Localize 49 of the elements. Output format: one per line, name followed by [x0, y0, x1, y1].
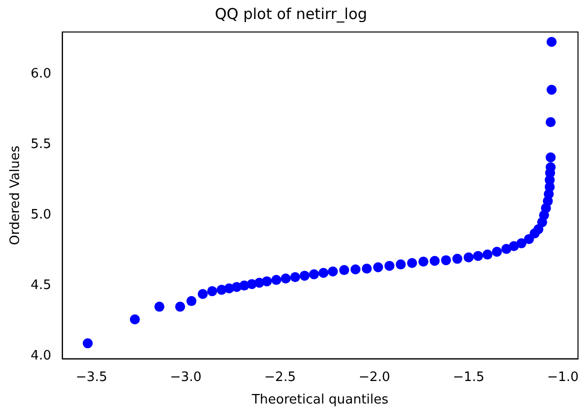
point [207, 286, 218, 296]
point [373, 262, 384, 272]
x-axis-title: Theoretical quantiles [250, 392, 389, 408]
point [473, 250, 484, 261]
point [418, 256, 428, 267]
point [271, 274, 282, 285]
point [175, 302, 186, 312]
x-tick-label: −2.0 [358, 370, 390, 385]
point [362, 264, 372, 274]
y-tick-label: 6.0 [30, 66, 52, 82]
point [154, 302, 164, 312]
y-tick-label: 5.0 [30, 207, 52, 222]
point [482, 250, 492, 260]
point [300, 270, 310, 281]
y-tick-label: 5.5 [30, 137, 52, 152]
point [262, 276, 272, 286]
point [290, 272, 300, 282]
point [384, 260, 394, 271]
y-tick-label: 4.0 [30, 348, 52, 364]
x-tick-label: −2.5 [264, 370, 296, 385]
point [430, 256, 440, 266]
point [492, 246, 502, 257]
x-tick-label: −1.0 [547, 370, 579, 385]
point [280, 274, 291, 284]
point [546, 117, 556, 128]
point [186, 296, 196, 306]
point [328, 266, 338, 276]
point [546, 36, 557, 47]
point [396, 259, 406, 270]
point [546, 84, 557, 95]
point [546, 152, 556, 162]
point [464, 252, 474, 262]
point [350, 264, 360, 274]
x-tick-label: −3.5 [76, 370, 108, 385]
point [452, 254, 462, 264]
point [318, 268, 328, 278]
y-axis-title: Ordered Values [8, 145, 24, 246]
point [309, 269, 320, 280]
point [441, 255, 452, 266]
point [130, 314, 140, 324]
y-tick-label: 4.5 [30, 278, 52, 293]
x-tick-label: −1.5 [452, 370, 484, 385]
chart-title: QQ plot of netirr_log [214, 4, 368, 23]
x-tick-label: −3.0 [170, 370, 202, 385]
point [82, 338, 93, 348]
point [339, 265, 350, 276]
point [407, 258, 418, 268]
point [516, 238, 526, 248]
point [198, 289, 208, 300]
